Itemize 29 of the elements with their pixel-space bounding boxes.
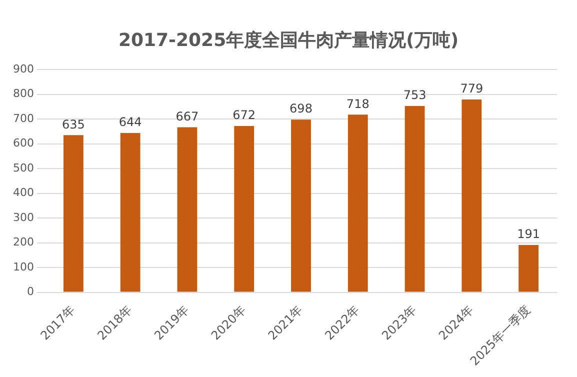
data-label: 644 [118,115,142,130]
bar [177,127,198,292]
y-tick-label: 500 [12,161,34,174]
data-label: 191 [517,227,540,242]
data-label: 779 [460,82,484,96]
data-label: 718 [346,96,370,111]
bar [63,135,84,292]
y-tick-label: 600 [12,136,34,150]
chart-title: 2017-2025年度全国牛肉产量情况(万吨) [117,29,460,53]
bar [462,100,482,292]
bar [404,106,425,292]
bar [348,114,368,292]
data-label: 635 [62,117,85,132]
y-tick-label: 200 [12,236,34,249]
data-label: 753 [403,88,426,102]
data-label: 672 [232,108,256,122]
y-tick-label: 400 [12,186,34,200]
data-label: 698 [290,102,312,116]
y-tick-label: 700 [12,112,34,125]
y-tick-label: 300 [12,210,34,224]
bar [518,245,539,292]
y-tick-label: 0 [26,285,34,298]
y-tick-label: 900 [12,62,34,76]
y-tick-label: 800 [12,87,34,100]
bar [120,132,140,292]
y-tick-label: 100 [12,260,34,274]
bar [291,120,311,292]
bar [234,126,254,292]
data-label: 667 [176,109,199,124]
